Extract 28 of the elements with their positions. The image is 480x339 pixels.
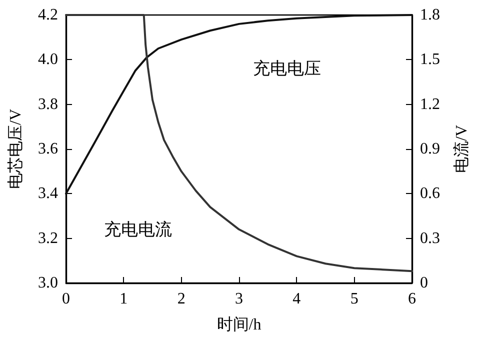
annotation: 充电电流 [104,220,172,239]
y2-tick-label: 0.3 [420,230,440,247]
y2-tick-label: 0.9 [420,140,440,158]
x-tick-label: 4 [292,290,301,308]
y-tick-label: 4.2 [38,6,58,24]
y-tick-label: 4.0 [38,51,58,68]
y-tick-label: 3.6 [38,140,58,158]
x-tick-label: 1 [120,290,128,308]
x-axis-title: 时间/h [216,316,262,334]
x-tick-label: 6 [408,290,416,308]
y-tick-label: 3.2 [38,230,58,247]
line-series [65,14,413,272]
x-tick-label: 0 [62,290,70,308]
x-tick-label: 2 [177,290,186,308]
y2-tick-label: 1.5 [420,51,440,68]
line-series [65,14,413,195]
y2-tick-label: 1.2 [420,96,440,113]
y-tick-label: 3.4 [38,185,58,202]
y2-tick-label: 1.8 [420,6,440,24]
y2-axis-title: 电流/V [452,124,470,173]
y-tick-label: 3.0 [38,274,58,292]
y2-tick-label: 0.6 [420,185,440,202]
y-tick-label: 3.8 [38,96,58,113]
x-tick-label: 3 [235,290,243,308]
y-axis-title: 电芯电压/V [6,108,24,189]
annotation: 充电电压 [253,59,322,78]
x-tick-label: 5 [350,290,358,308]
y2-tick-label: 0 [420,274,428,292]
